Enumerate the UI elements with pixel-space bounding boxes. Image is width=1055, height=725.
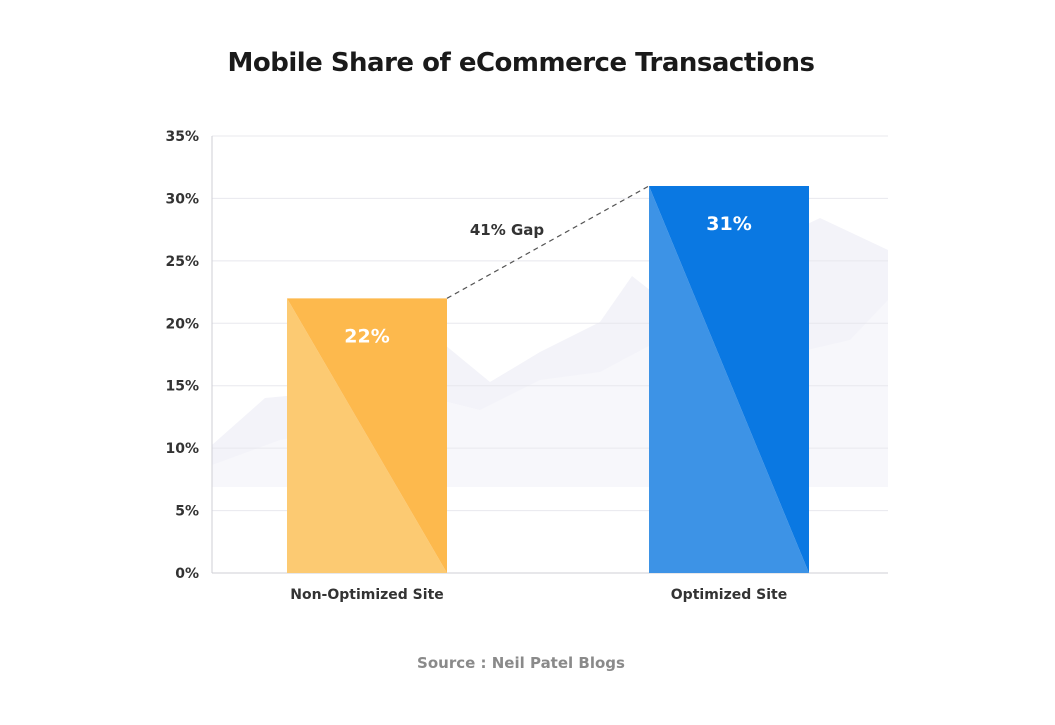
labels: 22% Non-Optimized Site 31% Optimized Site 41…: [290, 185, 787, 603]
x-category-label: Optimized Site: [671, 587, 787, 603]
y-tick-label: 0%: [175, 566, 199, 582]
bar-shade-dark: [649, 185, 809, 573]
y-tick-label: 5%: [175, 504, 199, 520]
bar-data-label: 22%: [344, 325, 389, 347]
gap-connector-line: [446, 185, 650, 299]
source-note: Source : Neil Patel Blogs: [417, 654, 625, 672]
gap-annotation: 41% Gap: [470, 221, 545, 239]
y-tick-label: 20%: [165, 316, 199, 332]
bar-data-label: 31%: [706, 213, 751, 235]
bars: [287, 185, 809, 573]
bar-shade-light: [287, 298, 447, 573]
y-tick-label: 15%: [165, 379, 199, 395]
y-tick-label: 10%: [165, 441, 199, 457]
bar-shade-dark: [287, 298, 447, 573]
y-tick-label: 30%: [165, 191, 199, 207]
y-tick-label: 25%: [165, 254, 199, 270]
chart-title: Mobile Share of eCommerce Transactions: [227, 48, 815, 78]
bar-2: [649, 185, 809, 573]
x-category-label: Non-Optimized Site: [290, 587, 444, 603]
y-axis-ticks: 0% 5% 10% 15% 20% 25% 30% 35%: [165, 129, 199, 582]
y-tick-label: 35%: [165, 129, 199, 145]
bar-1: [287, 298, 447, 573]
